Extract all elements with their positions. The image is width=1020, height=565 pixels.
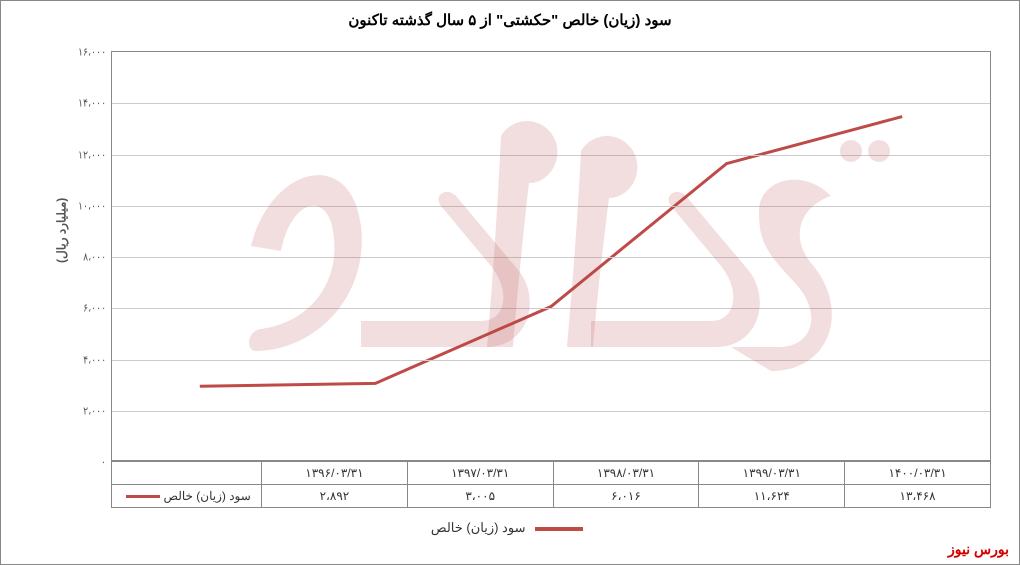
gridline (112, 206, 990, 207)
table-row-categories: ۱۳۹۶/۰۳/۳۱ ۱۳۹۷/۰۳/۳۱ ۱۳۹۸/۰۳/۳۱ ۱۳۹۹/۰۳… (112, 462, 991, 485)
y-tick-label: ۶،۰۰۰ (83, 302, 106, 315)
category-cell: ۱۴۰۰/۰۳/۳۱ (845, 462, 991, 485)
gridline (112, 360, 990, 361)
y-tick-label: ۴،۰۰۰ (83, 353, 106, 366)
value-cell: ۱۱،۶۲۴ (699, 485, 845, 508)
y-tick-label: ۱۴،۰۰۰ (78, 97, 106, 110)
series-swatch-inline (126, 495, 160, 498)
category-cell: ۱۳۹۷/۰۳/۳۱ (407, 462, 553, 485)
y-tick-label: ۲،۰۰۰ (83, 404, 106, 417)
gridline (112, 257, 990, 258)
data-table: ۱۳۹۶/۰۳/۳۱ ۱۳۹۷/۰۳/۳۱ ۱۳۹۸/۰۳/۳۱ ۱۳۹۹/۰۳… (111, 461, 991, 508)
line-series (200, 117, 902, 387)
value-cell: ۱۳،۴۶۸ (845, 485, 991, 508)
value-cell: ۳،۰۰۵ (407, 485, 553, 508)
y-axis-label: (میلیارد ریال) (55, 198, 69, 263)
y-tick-label: ۱۲،۰۰۰ (78, 148, 106, 161)
gridline (112, 155, 990, 156)
series-name-cell: سود (زیان) خالص (112, 485, 262, 508)
legend-label: سود (زیان) خالص (431, 520, 526, 535)
y-tick-label: ۸،۰۰۰ (83, 251, 106, 264)
value-cell: ۲،۸۹۲ (262, 485, 408, 508)
legend: سود (زیان) خالص (1, 520, 1019, 536)
category-cell: ۱۳۹۸/۰۳/۳۱ (553, 462, 699, 485)
legend-swatch (535, 527, 583, 531)
y-tick-label: ۱۰،۰۰۰ (78, 199, 106, 212)
chart-title: سود (زیان) خالص "حکشتی" از ۵ سال گذشته ت… (1, 1, 1019, 29)
y-tick-label: ۱۶،۰۰۰ (78, 46, 106, 59)
category-cell: ۱۳۹۹/۰۳/۳۱ (699, 462, 845, 485)
line-series-svg (112, 52, 990, 460)
plot-area: ۰۲،۰۰۰۴،۰۰۰۶،۰۰۰۸،۰۰۰۱۰،۰۰۰۱۲،۰۰۰۱۴،۰۰۰۱… (111, 51, 991, 461)
table-row-values: سود (زیان) خالص ۲،۸۹۲ ۳،۰۰۵ ۶،۰۱۶ ۱۱،۶۲۴… (112, 485, 991, 508)
gridline (112, 308, 990, 309)
plot-wrapper: ۰۲،۰۰۰۴،۰۰۰۶،۰۰۰۸،۰۰۰۱۰،۰۰۰۱۲،۰۰۰۱۴،۰۰۰۱… (111, 51, 991, 461)
gridline (112, 411, 990, 412)
watermark-text: بورس نیوز (948, 541, 1009, 558)
table-header-blank (112, 462, 262, 485)
series-name-text: سود (زیان) خالص (164, 489, 251, 503)
value-cell: ۶،۰۱۶ (553, 485, 699, 508)
gridline (112, 103, 990, 104)
chart-container: سود (زیان) خالص "حکشتی" از ۵ سال گذشته ت… (0, 0, 1020, 565)
y-tick-label: ۰ (101, 456, 106, 469)
category-cell: ۱۳۹۶/۰۳/۳۱ (262, 462, 408, 485)
